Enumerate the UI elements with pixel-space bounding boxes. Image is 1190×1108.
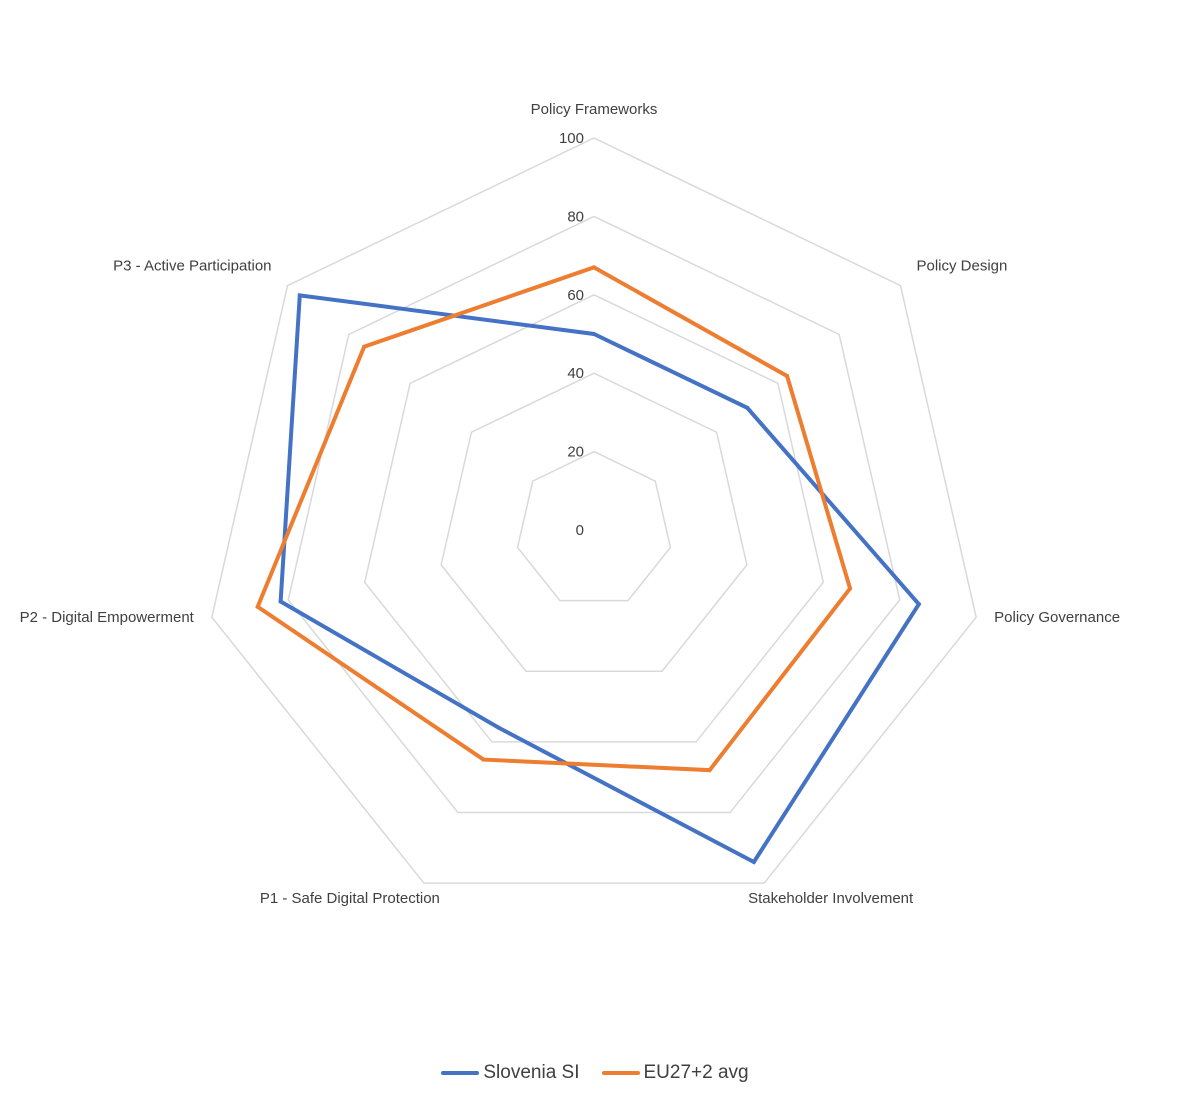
series-eu27-2-avg — [255, 265, 853, 773]
point-slovenia-si-policy-frameworks — [592, 332, 596, 336]
axis-label-stakeholder-involvement: Stakeholder Involvement — [748, 890, 914, 907]
grid-ring-20 — [516, 450, 672, 602]
point-slovenia-si-policy-governance — [916, 602, 921, 607]
point-eu27-2-avg-policy-frameworks — [592, 265, 596, 270]
point-eu27-2-avg-p3-active-participation — [362, 344, 367, 349]
tick-label-20: 20 — [567, 444, 584, 461]
legend-label-eu-avg: EU27+2 avg — [643, 1062, 749, 1083]
legend-item-eu-avg[interactable]: EU27+2 avg — [601, 1062, 749, 1084]
axis-label-policy-governance: Policy Governance — [994, 609, 1120, 626]
point-eu27-2-avg-p1-safe-digital-protection — [481, 757, 486, 762]
legend-item-slovenia[interactable]: Slovenia SI — [441, 1062, 580, 1084]
axis-label-p1-safe-digital-protection: P1 - Safe Digital Protection — [260, 890, 440, 907]
axis-label-policy-design: Policy Design — [916, 258, 1007, 275]
grid-ring-80 — [287, 215, 901, 814]
tick-label-80: 80 — [567, 208, 584, 225]
legend-swatch-slovenia — [441, 1071, 480, 1075]
point-eu27-2-avg-policy-governance — [848, 586, 853, 591]
radar-tick-labels: 0 20 40 60 80 100 — [559, 130, 584, 539]
point-slovenia-si-p1-safe-digital-protection — [496, 725, 501, 730]
point-eu27-2-avg-p2-digital-empowerment — [255, 604, 260, 609]
point-slovenia-si-p3-active-participation — [297, 293, 302, 298]
grid-ring-100 — [211, 137, 977, 884]
point-slovenia-si-policy-design — [745, 405, 750, 410]
point-eu27-2-avg-stakeholder-involvement — [707, 768, 712, 773]
grid-ring-40 — [440, 372, 748, 673]
point-slovenia-si-p2-digital-empowerment — [278, 599, 283, 604]
radar-series — [255, 265, 922, 865]
tick-label-100: 100 — [559, 130, 584, 147]
radar-axis-labels: Policy Frameworks Policy Design Policy Gov… — [20, 101, 1120, 907]
point-eu27-2-avg-policy-design — [785, 374, 790, 379]
legend: Slovenia SI EU27+2 avg — [0, 1062, 1190, 1084]
tick-label-0: 0 — [576, 522, 584, 539]
legend-label-slovenia: Slovenia SI — [483, 1062, 580, 1083]
radar-grid — [211, 137, 977, 884]
tick-label-40: 40 — [567, 365, 584, 382]
axis-label-policy-frameworks: Policy Frameworks — [531, 101, 658, 118]
tick-label-60: 60 — [567, 287, 584, 304]
legend-swatch-eu-avg — [601, 1071, 640, 1075]
axis-label-p3-active-participation: P3 - Active Participation — [113, 258, 271, 275]
point-slovenia-si-stakeholder-involvement — [751, 859, 756, 864]
axis-label-p2-digital-empowerment: P2 - Digital Empowerment — [20, 609, 195, 626]
grid-ring-60 — [363, 293, 825, 743]
radar-chart: 0 20 40 60 80 100 Policy Frameworks Policy Des… — [20, 101, 1120, 907]
series-slovenia-si — [278, 293, 922, 865]
